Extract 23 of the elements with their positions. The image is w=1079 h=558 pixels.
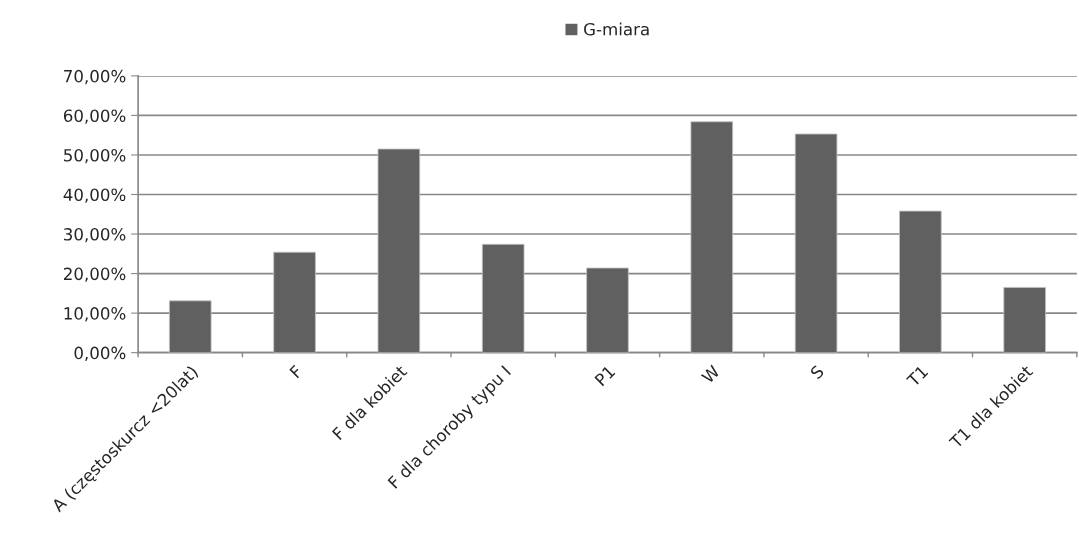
x-tick-label: T1 <box>906 365 929 388</box>
bar <box>168 300 212 353</box>
bar <box>899 210 942 353</box>
y-tick-label: 60,00% <box>63 109 126 124</box>
x-tick-label: F <box>289 364 303 379</box>
y-tick-label: 10,00% <box>64 307 126 322</box>
bar <box>481 243 525 353</box>
y-tick-label: 50,00% <box>64 148 126 164</box>
bar <box>273 251 316 353</box>
x-tick-label: W <box>700 364 721 384</box>
legend-label: G-miara <box>584 22 649 36</box>
bar <box>1003 287 1046 353</box>
x-tick-label: S <box>809 364 825 380</box>
bar <box>586 267 629 353</box>
y-tick-label: 0,00% <box>74 346 126 361</box>
bar <box>377 148 421 353</box>
bar <box>794 133 838 353</box>
x-tick-label: P1 <box>594 365 616 387</box>
y-tick-label: 70,00% <box>64 69 126 85</box>
y-tick-label: 40,00% <box>63 188 126 203</box>
bar <box>690 121 734 353</box>
y-tick-label: 20,00% <box>63 267 126 282</box>
y-tick-label: 30,00% <box>64 228 126 243</box>
